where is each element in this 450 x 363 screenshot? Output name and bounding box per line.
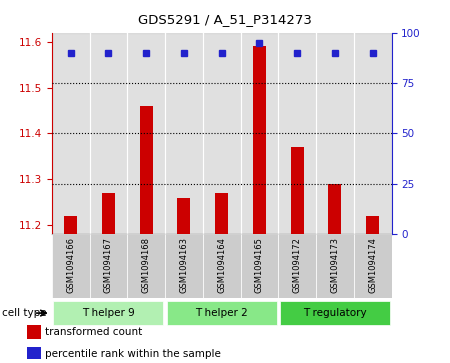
Bar: [165, 33, 203, 234]
Bar: [354, 234, 392, 298]
Text: T helper 2: T helper 2: [195, 308, 248, 318]
Bar: [291, 147, 304, 234]
Text: GSM1094172: GSM1094172: [292, 237, 302, 293]
Bar: [328, 184, 342, 234]
Bar: [215, 193, 228, 234]
Bar: [127, 234, 165, 298]
Bar: [90, 33, 127, 234]
Text: GSM1094165: GSM1094165: [255, 237, 264, 293]
Text: transformed count: transformed count: [45, 327, 142, 337]
Bar: [27, 347, 40, 360]
Text: GSM1094168: GSM1094168: [142, 237, 151, 293]
Text: T helper 9: T helper 9: [82, 308, 135, 318]
Text: GDS5291 / A_51_P314273: GDS5291 / A_51_P314273: [138, 13, 312, 26]
Bar: [366, 216, 379, 234]
Bar: [165, 234, 203, 298]
Bar: [354, 33, 392, 234]
Bar: [203, 33, 240, 234]
Bar: [316, 234, 354, 298]
Bar: [177, 197, 190, 234]
Bar: [253, 46, 266, 234]
Bar: [127, 33, 165, 234]
Bar: [280, 301, 390, 325]
Bar: [27, 325, 40, 339]
Bar: [140, 106, 153, 234]
Text: T regulatory: T regulatory: [303, 308, 367, 318]
Bar: [52, 33, 90, 234]
Text: percentile rank within the sample: percentile rank within the sample: [45, 349, 220, 359]
Bar: [52, 234, 90, 298]
Bar: [90, 234, 127, 298]
Bar: [64, 216, 77, 234]
Bar: [53, 301, 163, 325]
Bar: [102, 193, 115, 234]
Text: GSM1094173: GSM1094173: [330, 237, 339, 293]
Bar: [278, 33, 316, 234]
Bar: [316, 33, 354, 234]
Text: GSM1094167: GSM1094167: [104, 237, 113, 293]
Text: GSM1094163: GSM1094163: [180, 237, 189, 293]
Text: GSM1094166: GSM1094166: [66, 237, 75, 293]
Text: GSM1094164: GSM1094164: [217, 237, 226, 293]
Text: GSM1094174: GSM1094174: [368, 237, 377, 293]
Bar: [166, 301, 277, 325]
Bar: [240, 234, 278, 298]
Bar: [240, 33, 278, 234]
Bar: [203, 234, 240, 298]
Text: cell type: cell type: [2, 308, 47, 318]
Bar: [278, 234, 316, 298]
